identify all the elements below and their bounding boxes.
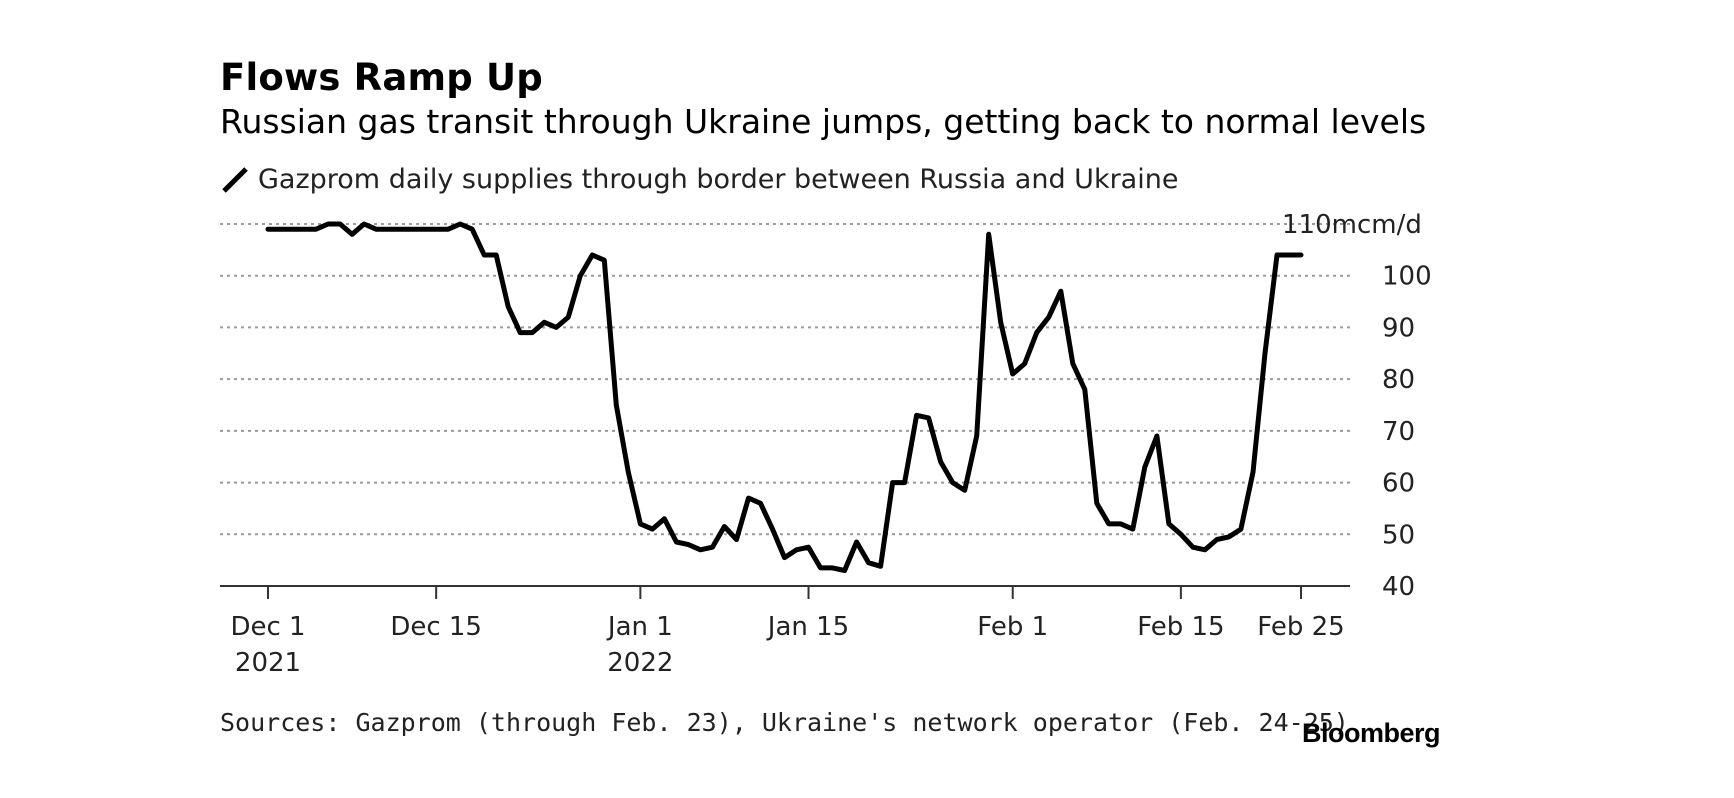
legend: Gazprom daily supplies through border be…: [220, 164, 1178, 195]
y-tick-label: 40: [1382, 572, 1415, 602]
x-tick-label-line: Dec 1: [230, 612, 305, 642]
x-tick-label: Jan 15: [766, 612, 849, 642]
x-tick-label: Jan 1 2022: [606, 612, 674, 678]
x-tick-label-line: Feb 1: [977, 612, 1048, 642]
chart-title: Flows Ramp Up: [220, 56, 543, 99]
gridlines: [220, 223, 1350, 536]
x-tick-label-line: 2022: [607, 648, 673, 678]
source-note: Sources: Gazprom (through Feb. 23), Ukra…: [220, 708, 1349, 737]
y-tick-label: 70: [1382, 417, 1415, 447]
y-tick-label: 80: [1382, 365, 1415, 395]
chart-subtitle: Russian gas transit through Ukraine jump…: [220, 102, 1427, 141]
x-axis: [220, 585, 1350, 599]
x-tick-label-line: Feb 15: [1137, 612, 1224, 642]
x-tick-label-line: Dec 15: [390, 612, 482, 642]
y-tick-label: 60: [1382, 469, 1415, 499]
x-tick-label: Dec 15: [390, 612, 482, 642]
series-line: [265, 221, 1304, 573]
legend-label: Gazprom daily supplies through border be…: [258, 164, 1179, 195]
y-tick-label: 100: [1382, 262, 1432, 292]
series-layer: [265, 221, 1304, 573]
x-tick-label: Feb 1: [977, 612, 1048, 642]
y-tick-label: 90: [1382, 313, 1415, 343]
y-tick-label: 110mcm/d: [1282, 210, 1422, 240]
legend-line-icon: [222, 166, 248, 193]
y-tick-label: 50: [1382, 520, 1415, 550]
x-tick-labels: Dec 1 2021 Dec 15 Jan 1 2022 Jan 15 Feb 1 Feb 1…: [230, 612, 1344, 678]
x-tick-label-line: 2021: [235, 648, 301, 678]
x-tick-label: Feb 25: [1257, 612, 1344, 642]
y-axis: 40 50 60 70 80 90 100 110mcm/d: [1282, 210, 1432, 602]
x-tick-label: Dec 1 2021: [230, 612, 305, 678]
x-tick-label-line: Feb 25: [1257, 612, 1344, 642]
x-tick-label-line: Jan 15: [766, 612, 849, 642]
x-tick-label-line: Jan 1: [606, 612, 673, 642]
x-tick-label: Feb 15: [1137, 612, 1224, 642]
bloomberg-logo: Bloomberg: [1302, 718, 1441, 748]
